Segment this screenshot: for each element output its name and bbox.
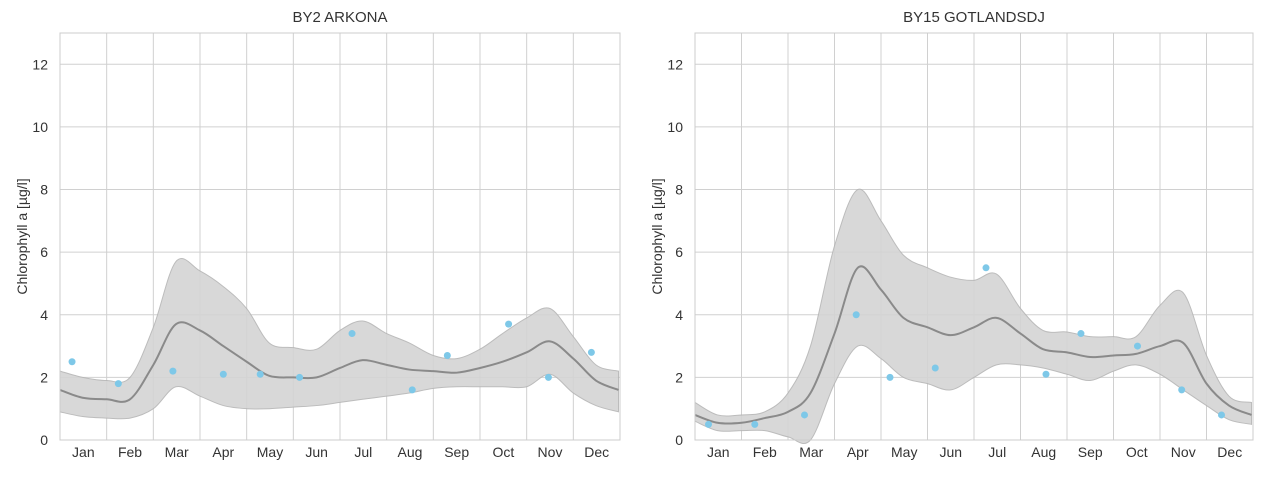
plot-border [59, 32, 621, 441]
y-tick-label: 2 [40, 369, 48, 385]
x-tick-label: Feb [753, 444, 777, 460]
x-tick-label: Aug [398, 444, 423, 460]
data-point [1218, 411, 1225, 419]
x-tick-label: Nov [1171, 444, 1196, 460]
x-tick-label: Mar [165, 444, 189, 460]
data-point [443, 351, 451, 359]
y-tick-label: 12 [32, 56, 48, 72]
x-tick-label: Mar [799, 444, 823, 460]
x-tick-label: Jan [72, 444, 95, 460]
x-tick-label: Jun [939, 444, 962, 460]
chart-title: BY2 ARKONA [292, 9, 387, 26]
data-point [68, 358, 76, 366]
x-tick-label: Sep [1078, 444, 1103, 460]
x-tick-label: Jan [707, 444, 730, 460]
x-tick-label: Dec [584, 444, 609, 460]
chart-by2-arkona: 0 2 4 6 8 10 12 Jan Feb Mar Apr May Jun Jul Aug Sep Oct N… [14, 9, 621, 460]
data-point [114, 380, 122, 388]
y-tick-label: 12 [667, 56, 683, 72]
y-tick-label: 10 [667, 119, 683, 135]
x-tick-label: Dec [1217, 444, 1242, 460]
x-tick-label: Nov [538, 444, 563, 460]
x-tick-label: Sep [444, 444, 469, 460]
x-tick-label: Aug [1031, 444, 1056, 460]
x-tick-label: Jul [988, 444, 1006, 460]
y-axis-label: Chlorophyll a [µg/l] [14, 178, 30, 294]
data-point [1042, 370, 1050, 378]
data-point [751, 420, 759, 428]
data-point [982, 264, 990, 272]
data-point [1134, 342, 1141, 350]
x-tick-label: Jun [305, 444, 328, 460]
data-point [296, 373, 304, 381]
data-point [705, 420, 712, 428]
plot-border [694, 32, 1254, 441]
data-point [169, 367, 177, 375]
y-tick-label: 0 [675, 432, 683, 448]
confidence-band [694, 188, 1252, 444]
data-point [408, 386, 416, 394]
x-tick-label: Apr [212, 444, 234, 460]
data-point [931, 364, 939, 372]
x-tick-label: May [891, 444, 917, 460]
y-tick-label: 8 [675, 182, 683, 198]
x-tick-label: Feb [118, 444, 142, 460]
y-axis-label: Chlorophyll a [µg/l] [649, 178, 665, 294]
data-point [348, 330, 356, 338]
y-tick-label: 6 [675, 244, 683, 260]
data-point [256, 370, 264, 378]
data-point [544, 373, 552, 381]
x-tick-label: Oct [1126, 444, 1148, 460]
data-point [801, 411, 808, 419]
x-tick-label: May [257, 444, 283, 460]
x-tick-label: Apr [847, 444, 869, 460]
data-point [587, 348, 595, 356]
data-point [852, 311, 860, 319]
chart-by15-gotlandsdj: 0 2 4 6 8 10 12 Jan Feb Mar Apr May Jun Jul Aug Sep Oct N… [649, 9, 1254, 460]
data-point [886, 373, 894, 381]
y-tick-label: 4 [40, 307, 48, 323]
x-tick-label: Jul [354, 444, 372, 460]
y-tick-label: 0 [40, 432, 48, 448]
confidence-band [59, 257, 619, 420]
x-tick-label: Oct [492, 444, 514, 460]
mean-line [59, 321, 619, 403]
mean-line [694, 265, 1252, 425]
chart-title: BY15 GOTLANDSDJ [903, 9, 1045, 26]
y-tick-label: 10 [32, 119, 48, 135]
y-tick-label: 2 [675, 369, 683, 385]
y-tick-label: 8 [40, 182, 48, 198]
y-tick-label: 6 [40, 244, 48, 260]
data-point [219, 370, 227, 378]
y-tick-label: 4 [675, 307, 683, 323]
data-point [505, 320, 513, 328]
data-point [1178, 386, 1186, 394]
data-point [1077, 330, 1085, 338]
